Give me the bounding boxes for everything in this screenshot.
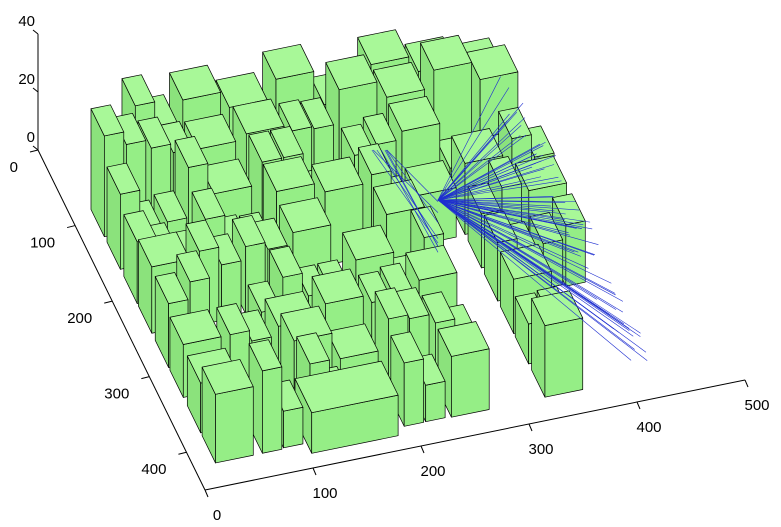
x-tick xyxy=(205,490,208,497)
x-tick xyxy=(637,402,640,409)
building-front xyxy=(262,367,281,453)
y-tick-label: 100 xyxy=(30,235,55,252)
chart: 0 100 200 300 400 500 0 100 200 300 400 0 20 40 xyxy=(0,0,781,527)
x-tick-label: 300 xyxy=(528,441,553,458)
building-front xyxy=(545,318,583,397)
x-tick xyxy=(745,380,748,387)
building-front xyxy=(451,349,489,417)
x-tick-label: 500 xyxy=(744,397,769,414)
building-front xyxy=(426,381,445,421)
y-tick-label: 300 xyxy=(104,386,129,403)
z-tick xyxy=(33,30,38,34)
z-tick-label: 20 xyxy=(18,71,35,88)
building-front xyxy=(215,387,253,463)
x-tick xyxy=(529,424,532,431)
y-tick xyxy=(141,377,149,379)
z-tick xyxy=(33,88,38,92)
z-tick xyxy=(33,146,38,150)
y-tick xyxy=(104,301,112,303)
building-front xyxy=(283,407,302,448)
x-tick xyxy=(313,468,316,475)
z-tick-label: 40 xyxy=(18,13,35,30)
x-tick xyxy=(421,446,424,453)
x-tick-label: 400 xyxy=(636,419,661,436)
x-tick-label: 0 xyxy=(213,507,221,524)
y-tick xyxy=(178,452,186,454)
y-tick xyxy=(30,150,38,152)
y-tick-label: 400 xyxy=(141,461,166,478)
z-tick-label: 0 xyxy=(27,129,35,146)
y-tick xyxy=(67,226,75,228)
x-tick-label: 100 xyxy=(312,485,337,502)
y-tick-label: 200 xyxy=(67,310,92,327)
y-tick-label: 0 xyxy=(10,159,18,176)
building-front xyxy=(404,359,423,426)
buildings xyxy=(91,30,585,463)
x-tick-label: 200 xyxy=(420,463,445,480)
